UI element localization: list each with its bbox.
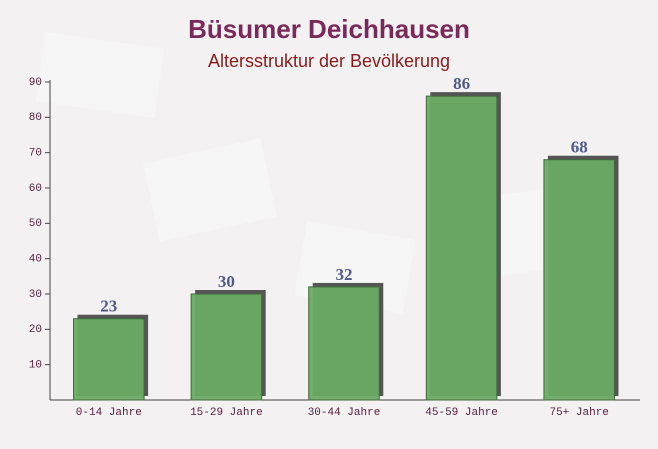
y-tick-label: 50 xyxy=(29,218,42,230)
y-tick-label: 40 xyxy=(29,254,42,266)
y-tick-label: 80 xyxy=(29,112,42,124)
value-label: 86 xyxy=(453,74,470,93)
y-tick-label: 60 xyxy=(29,183,42,195)
value-label: 32 xyxy=(336,265,353,284)
y-tick-label: 30 xyxy=(29,289,42,301)
background-pattern xyxy=(35,31,605,314)
x-tick-label: 75+ Jahre xyxy=(549,407,608,419)
x-tick-label: 30-44 Jahre xyxy=(308,407,381,419)
value-label: 68 xyxy=(571,138,588,157)
chart-subtitle: Altersstruktur der Bevölkerung xyxy=(208,51,450,71)
y-tick-label: 90 xyxy=(29,77,42,89)
bar xyxy=(308,286,380,401)
y-tick-label: 70 xyxy=(29,148,42,160)
bar xyxy=(543,159,615,401)
x-tick-label: 45-59 Jahre xyxy=(425,407,498,419)
y-tick-label: 20 xyxy=(29,324,42,336)
bar xyxy=(425,95,498,401)
bar xyxy=(73,318,145,401)
value-label: 30 xyxy=(218,272,235,291)
value-label: 23 xyxy=(100,297,117,316)
y-tick-label: 10 xyxy=(29,360,42,372)
x-tick-label: 15-29 Jahre xyxy=(190,407,263,419)
bar xyxy=(190,293,263,401)
x-tick-label: 0-14 Jahre xyxy=(76,407,142,419)
chart-title: Büsumer Deichhausen xyxy=(188,14,470,44)
